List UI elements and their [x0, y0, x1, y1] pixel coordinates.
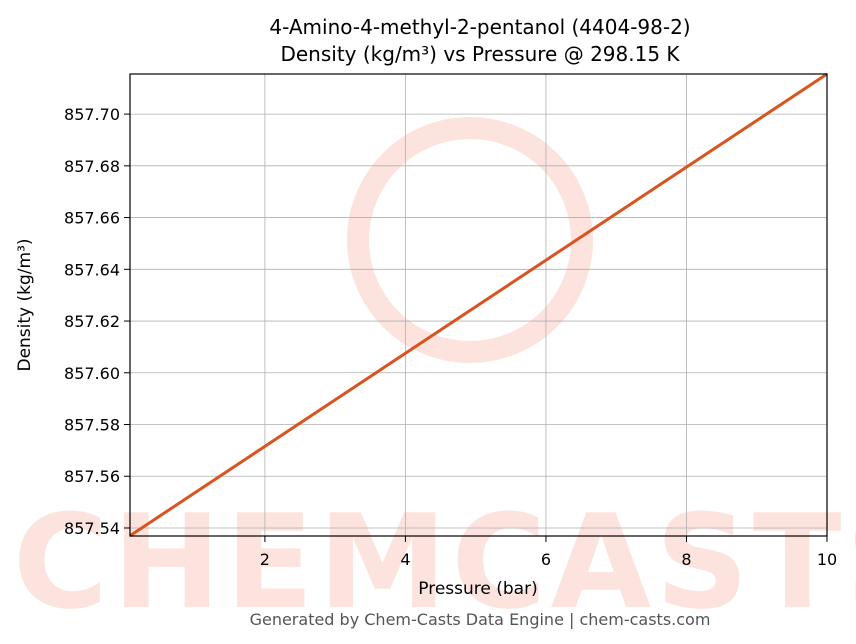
- chart-subtitle: Density (kg/m³) vs Pressure @ 298.15 K: [280, 42, 680, 66]
- chart-title: 4-Amino-4-methyl-2-pentanol (4404-98-2): [269, 15, 690, 39]
- x-tick-label: 6: [541, 550, 551, 569]
- plot-frame: [129, 73, 828, 537]
- y-tick-label: 857.66: [64, 209, 120, 228]
- watermark-logo: [347, 117, 593, 363]
- y-tick-label: 857.70: [64, 105, 120, 124]
- x-tick-label: 2: [260, 550, 270, 569]
- watermark: CHEMCASTS: [13, 486, 856, 638]
- x-tick-label: 8: [681, 550, 691, 569]
- footer: Generated by Chem-Casts Data Engine | ch…: [250, 610, 711, 629]
- y-tick-label: 857.58: [64, 416, 120, 435]
- y-tick-label: 857.56: [64, 467, 120, 486]
- x-tick-label: 10: [817, 550, 837, 569]
- x-tick-label: 4: [400, 550, 410, 569]
- y-axis-label: Density (kg/m³): [15, 238, 35, 371]
- y-tick-label: 857.68: [64, 157, 120, 176]
- x-axis-label: Pressure (bar): [418, 579, 537, 599]
- y-tick-label: 857.62: [64, 312, 120, 331]
- y-tick-label: 857.64: [64, 260, 120, 279]
- y-tick-label: 857.54: [64, 519, 120, 538]
- y-tick-label: 857.60: [64, 364, 120, 383]
- data-line: [129, 72, 828, 537]
